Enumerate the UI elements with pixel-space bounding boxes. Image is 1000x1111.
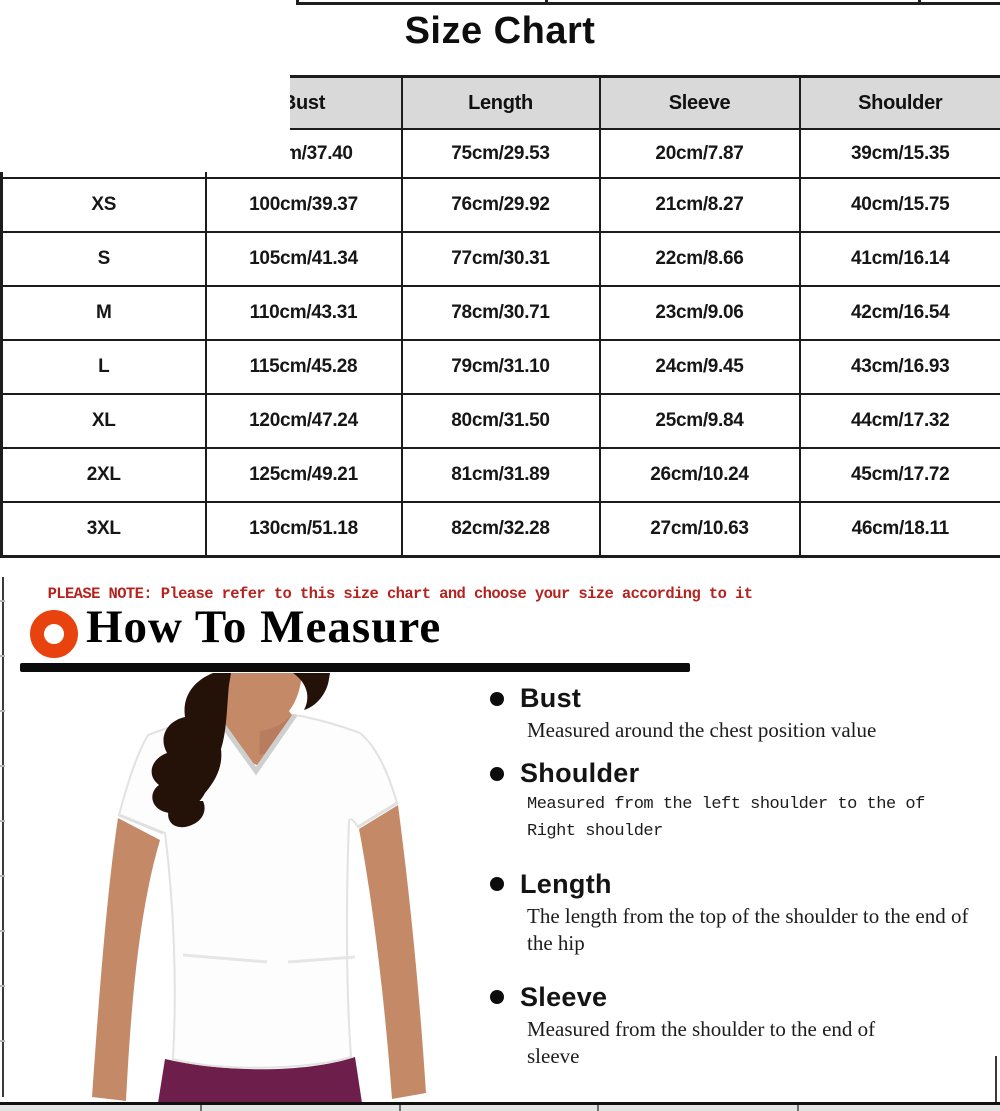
cell-length: 82cm/32.28 bbox=[400, 501, 601, 558]
heading-underline bbox=[20, 663, 690, 672]
cell-bust: 125cm/49.21 bbox=[204, 447, 403, 503]
measure-description: Measured from the shoulder to the end of… bbox=[527, 1016, 876, 1068]
cell-bust: 110cm/43.31 bbox=[204, 285, 403, 341]
cell-size: L bbox=[0, 339, 207, 395]
cell-shoulder: 44cm/17.32 bbox=[798, 393, 1000, 449]
cell-length: 76cm/29.92 bbox=[400, 177, 601, 233]
table-row: S 105cm/41.34 77cm/30.31 22cm/8.66 41cm/… bbox=[0, 231, 1000, 287]
cell-sleeve: 27cm/10.63 bbox=[598, 501, 801, 558]
measure-label: Sleeve bbox=[520, 981, 608, 1012]
cell-length: 78cm/30.71 bbox=[400, 285, 601, 341]
cell-bust: 115cm/45.28 bbox=[204, 339, 403, 395]
list-item: Length The length from the top of the sh… bbox=[490, 869, 1000, 958]
cropped-table-row-ticks bbox=[0, 600, 5, 1080]
cropped-table-top-border bbox=[296, 2, 1000, 5]
cell-sleeve: 24cm/9.45 bbox=[598, 339, 801, 395]
cropped-table-stub bbox=[296, 0, 299, 5]
col-header-sleeve: Sleeve bbox=[598, 75, 801, 130]
cell-size: S bbox=[0, 231, 207, 287]
cell-shoulder: 41cm/16.14 bbox=[798, 231, 1000, 287]
cell-length: 75cm/29.53 bbox=[400, 128, 601, 179]
cropped-table-bottom-strip bbox=[0, 1105, 1000, 1111]
size-note: PLEASE NOTE: Please refer to this size c… bbox=[47, 585, 753, 603]
cell-bust: 105cm/41.34 bbox=[204, 231, 403, 287]
measure-label: Shoulder bbox=[520, 758, 640, 789]
cell-sleeve: 25cm/9.84 bbox=[598, 393, 801, 449]
cell-sleeve: 23cm/9.06 bbox=[598, 285, 801, 341]
measure-label: Length bbox=[520, 868, 612, 899]
cell-shoulder: 40cm/15.75 bbox=[798, 177, 1000, 233]
cell-bust: 120cm/47.24 bbox=[204, 393, 403, 449]
bullet-icon bbox=[490, 691, 504, 706]
measure-label: Bust bbox=[520, 683, 582, 713]
table-row: 3XL 130cm/51.18 82cm/32.28 27cm/10.63 46… bbox=[0, 501, 1000, 558]
bullseye-icon bbox=[30, 610, 78, 658]
scrub-top-illustration bbox=[92, 673, 426, 1103]
image-crop-overlay bbox=[0, 0, 290, 172]
cropped-table-bottom-border bbox=[0, 1102, 1000, 1105]
list-item: Sleeve Measured from the shoulder to the… bbox=[490, 982, 1000, 1071]
bullet-icon bbox=[490, 990, 504, 1005]
table-row: 2XL 125cm/49.21 81cm/31.89 26cm/10.24 45… bbox=[0, 447, 1000, 503]
cropped-table-stub bbox=[545, 0, 548, 5]
cell-shoulder: 42cm/16.54 bbox=[798, 285, 1000, 341]
cell-shoulder: 39cm/15.35 bbox=[798, 128, 1000, 179]
measure-description: Measured around the chest position value bbox=[527, 718, 877, 742]
page-title: Size Chart bbox=[404, 10, 596, 52]
cell-length: 77cm/30.31 bbox=[400, 231, 601, 287]
table-row: L 115cm/45.28 79cm/31.10 24cm/9.45 43cm/… bbox=[0, 339, 1000, 395]
cell-length: 79cm/31.10 bbox=[400, 339, 601, 395]
cell-length: 81cm/31.89 bbox=[400, 447, 601, 503]
cell-sleeve: 22cm/8.66 bbox=[598, 231, 801, 287]
how-to-measure-heading: How To Measure bbox=[86, 601, 442, 653]
cropped-table-stub bbox=[918, 0, 921, 5]
cell-bust: 130cm/51.18 bbox=[204, 501, 403, 558]
table-row: M 110cm/43.31 78cm/30.71 23cm/9.06 42cm/… bbox=[0, 285, 1000, 341]
table-row: XS 100cm/39.37 76cm/29.92 21cm/8.27 40cm… bbox=[0, 177, 1000, 233]
cell-size: 3XL bbox=[0, 501, 207, 558]
table-row: XL 120cm/47.24 80cm/31.50 25cm/9.84 44cm… bbox=[0, 393, 1000, 449]
model-photo bbox=[55, 673, 440, 1103]
col-header-shoulder: Shoulder bbox=[798, 75, 1000, 130]
cell-size: XL bbox=[0, 393, 207, 449]
cell-sleeve: 21cm/8.27 bbox=[598, 177, 801, 233]
cropped-table-stub bbox=[797, 1105, 799, 1111]
cell-bust: 100cm/39.37 bbox=[204, 177, 403, 233]
cell-size: XS bbox=[0, 177, 207, 233]
cell-shoulder: 46cm/18.11 bbox=[798, 501, 1000, 558]
cropped-table-stub bbox=[200, 1105, 202, 1111]
col-header-length: Length bbox=[400, 75, 601, 130]
cell-sleeve: 20cm/7.87 bbox=[598, 128, 801, 179]
list-item: Bust Measured around the chest position … bbox=[490, 683, 1000, 744]
cell-length: 80cm/31.50 bbox=[400, 393, 601, 449]
measure-description: The length from the top of the shoulder … bbox=[527, 903, 969, 956]
cropped-table-stub bbox=[597, 1105, 599, 1111]
list-item: Shoulder Measured from the left shoulder… bbox=[490, 758, 1000, 845]
size-chart-table: Bust Length Sleeve Shoulder 95cm/37.40 7… bbox=[0, 75, 1000, 558]
cropped-table-right-border bbox=[995, 1056, 997, 1102]
cell-size: M bbox=[0, 285, 207, 341]
cell-size: 2XL bbox=[0, 447, 207, 503]
bullet-icon bbox=[490, 877, 504, 892]
measure-definitions: Bust Measured around the chest position … bbox=[490, 683, 1000, 1084]
cell-shoulder: 43cm/16.93 bbox=[798, 339, 1000, 395]
cell-shoulder: 45cm/17.72 bbox=[798, 447, 1000, 503]
cell-sleeve: 26cm/10.24 bbox=[598, 447, 801, 503]
cropped-table-stub bbox=[399, 1105, 401, 1111]
measure-description: Measured from the left shoulder to the o… bbox=[527, 795, 925, 841]
bullet-icon bbox=[490, 766, 504, 781]
